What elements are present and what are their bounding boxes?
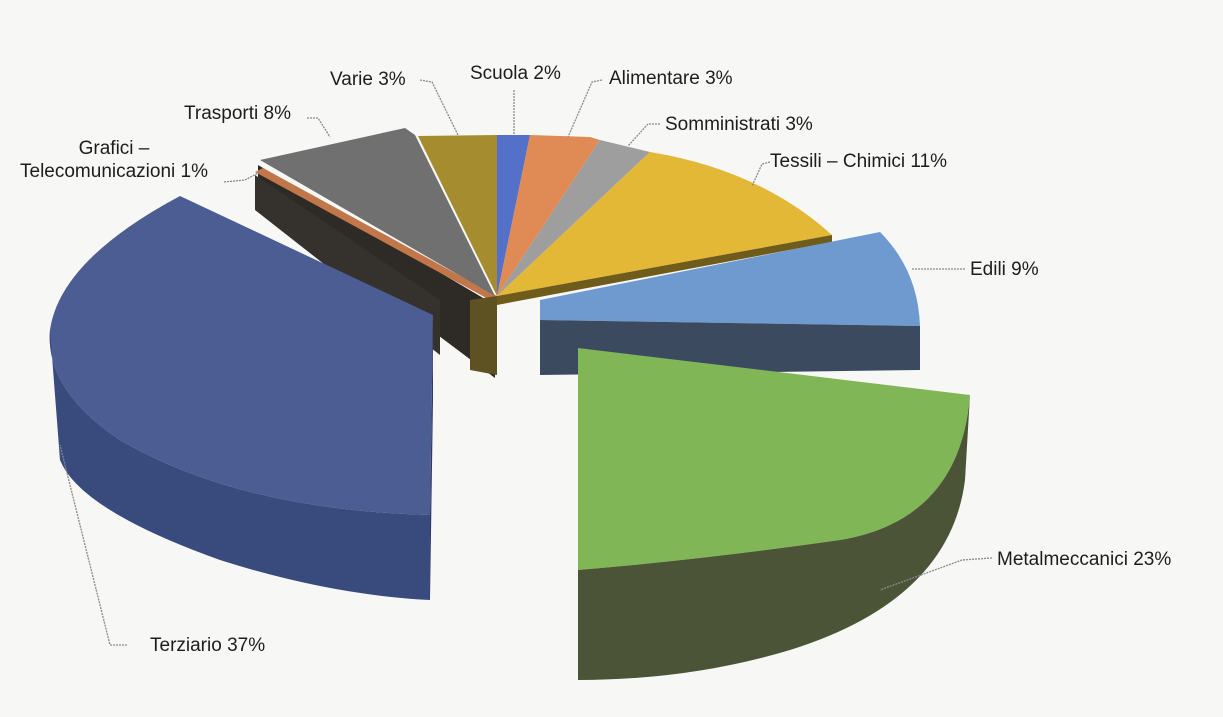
slice-trasporti: [260, 128, 495, 296]
slice-tessili: [497, 152, 832, 296]
slice-edili: [540, 232, 920, 326]
label-terziario: Terziario 37%: [150, 635, 266, 656]
label-trasporti: Trasporti 8%: [184, 103, 291, 124]
slice-metalmeccanici-side: [578, 395, 970, 680]
slice-terziario-side: [49, 330, 430, 600]
slice-grafici: [255, 168, 497, 300]
label-varie: Varie 3%: [330, 69, 406, 90]
slice-alimentare: [497, 135, 600, 296]
label-somministrati: Somministrati 3%: [665, 114, 813, 135]
leader-lines: [59, 79, 993, 646]
label-alimentare: Alimentare 3%: [609, 68, 733, 89]
slice-tessili-side: [497, 235, 832, 305]
slice-varie: [418, 135, 497, 296]
label-tessili: Tessili – Chimici 11%: [770, 151, 948, 172]
label-metalmeccanici: Metalmeccanici 23%: [997, 549, 1172, 570]
label-grafici: Grafici – Telecomunicazioni 1%: [8, 137, 220, 183]
label-scuola: Scuola 2%: [470, 63, 561, 84]
label-edili: Edili 9%: [970, 259, 1039, 280]
slice-varie-side: [470, 296, 497, 375]
slice-terziario: [49, 196, 433, 515]
label-grafici-line2: Telecomunicazioni 1%: [20, 161, 208, 182]
slice-somministrati: [497, 140, 650, 296]
label-grafici-line1: Grafici –: [78, 138, 150, 159]
slice-terziario-side-flat: [430, 315, 433, 600]
slice-metalmeccanici: [578, 348, 970, 570]
